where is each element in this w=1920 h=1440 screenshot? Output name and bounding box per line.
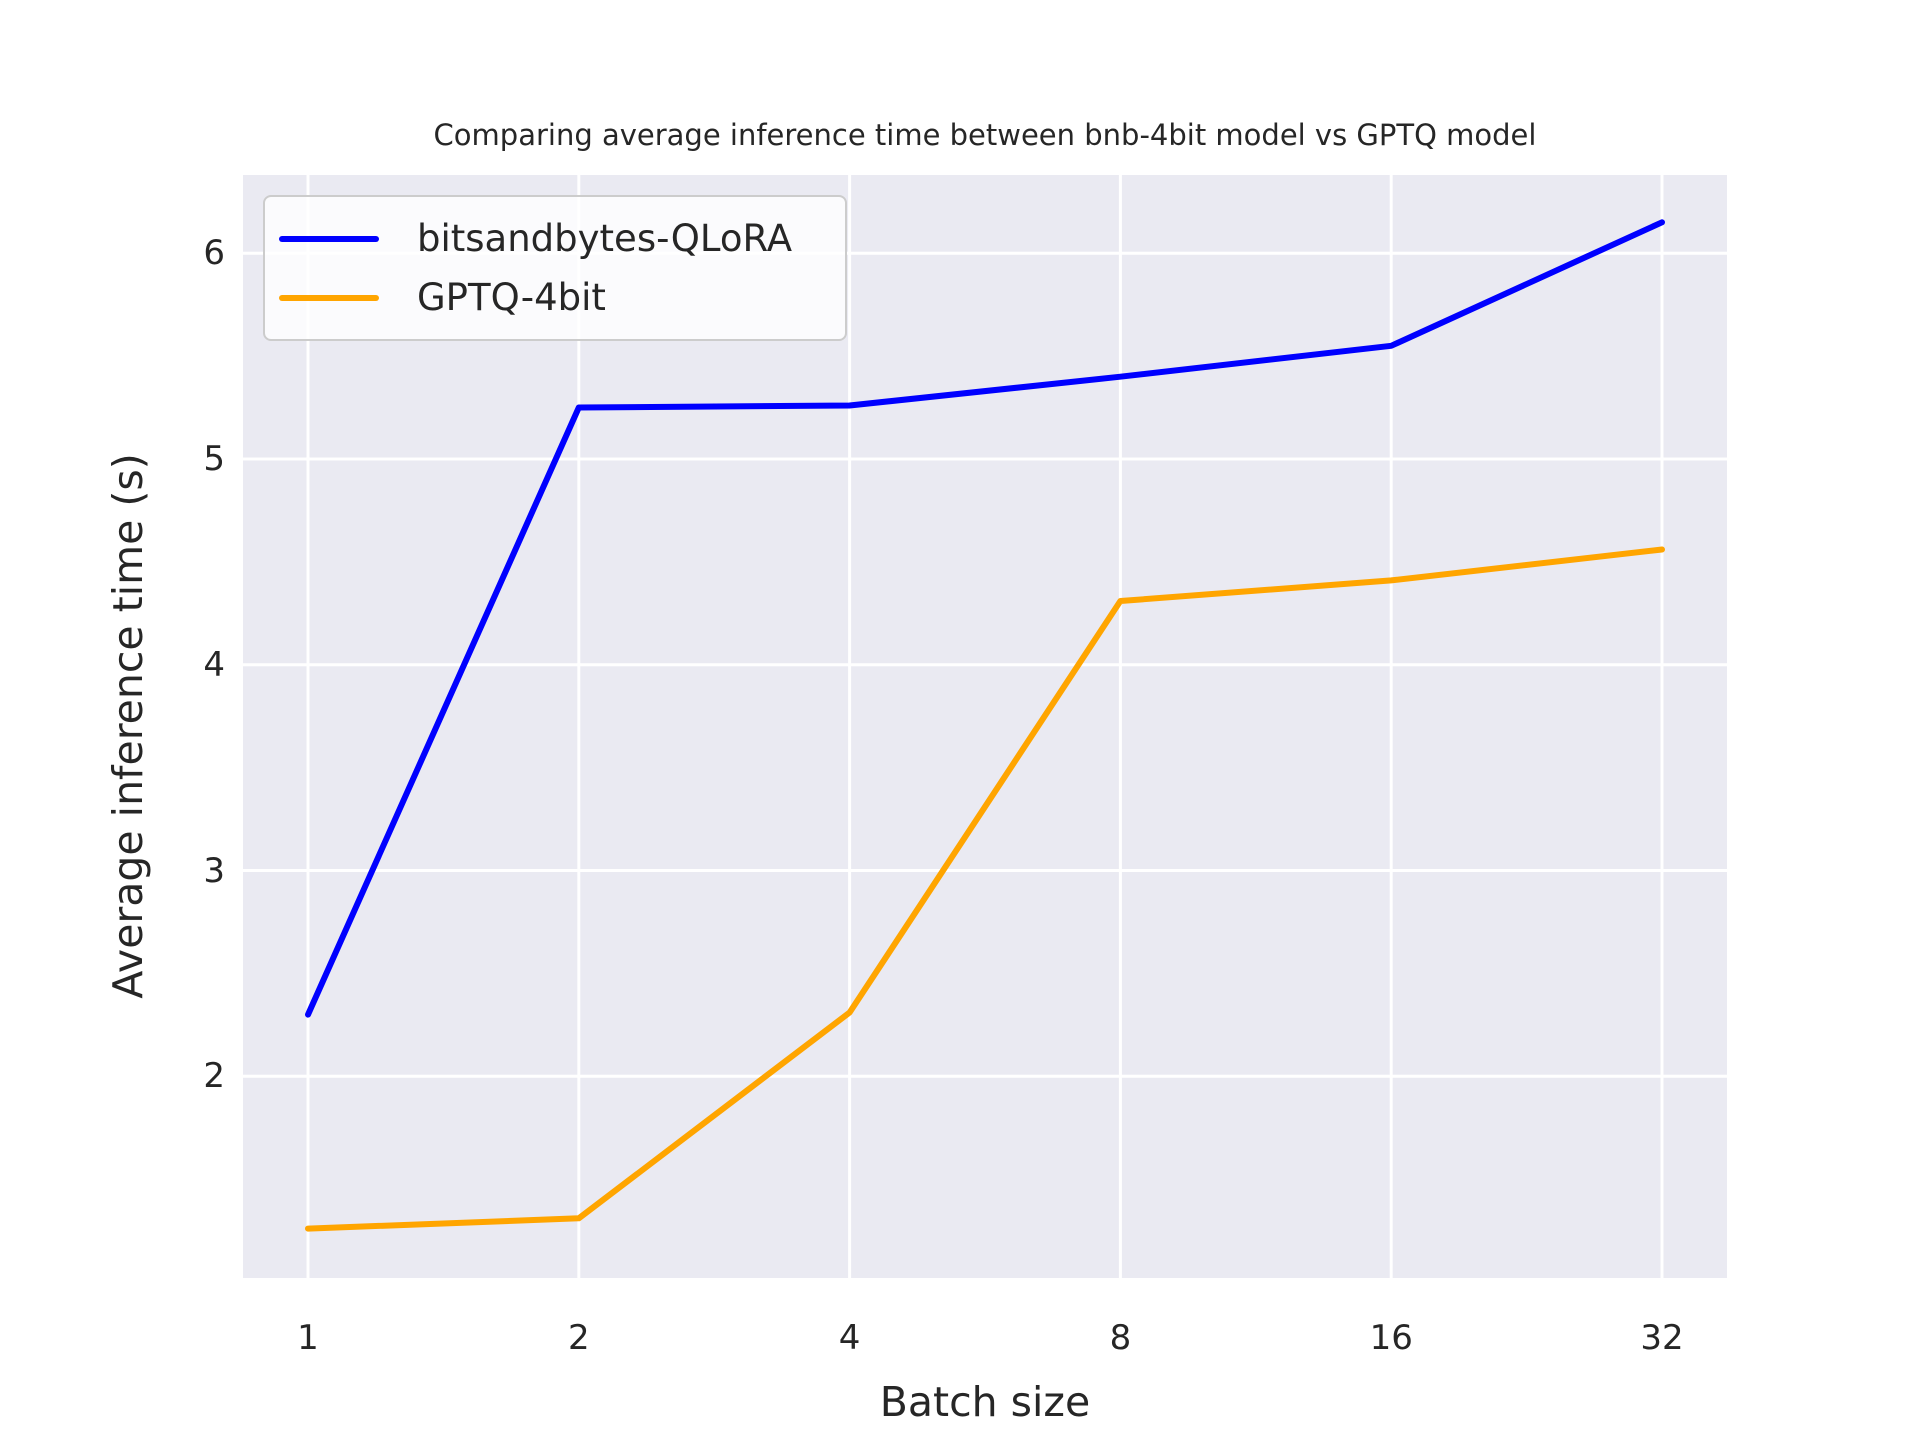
x-tick-label: 1 (297, 1318, 319, 1358)
legend-line-swatch-blue (279, 235, 379, 242)
chart-title: Comparing average inference time between… (433, 118, 1537, 152)
series-line-1 (305, 546, 1665, 1232)
legend-label: bitsandbytes-QLoRA (417, 217, 793, 260)
y-tick-label: 2 (203, 1056, 225, 1097)
x-tick-label: 16 (1369, 1318, 1413, 1358)
x-tick-label: 4 (838, 1318, 861, 1358)
legend-label: GPTQ-4bit (417, 276, 606, 319)
y-axis-label: Average inference time (s) (104, 453, 152, 999)
y-tick-label: 6 (203, 233, 225, 274)
x-axis-label: Batch size (879, 1378, 1091, 1426)
plot-area (243, 175, 1727, 1278)
x-tick-label: 32 (1640, 1318, 1684, 1358)
legend-line-swatch-orange (279, 294, 379, 301)
legend-entry-gptq-4bit: GPTQ-4bit (265, 276, 845, 319)
plot-canvas (243, 175, 1727, 1278)
y-tick-label: 3 (203, 850, 225, 891)
legend: bitsandbytes-QLoRA GPTQ-4bit (263, 195, 847, 341)
x-tick-label: 2 (567, 1318, 590, 1358)
x-tick-label: 8 (1109, 1318, 1132, 1358)
series-line-0 (305, 219, 1665, 1018)
legend-entry-bitsandbytes-qlora: bitsandbytes-QLoRA (265, 217, 845, 260)
y-tick-label: 4 (203, 644, 225, 685)
y-tick-label: 5 (203, 438, 225, 479)
